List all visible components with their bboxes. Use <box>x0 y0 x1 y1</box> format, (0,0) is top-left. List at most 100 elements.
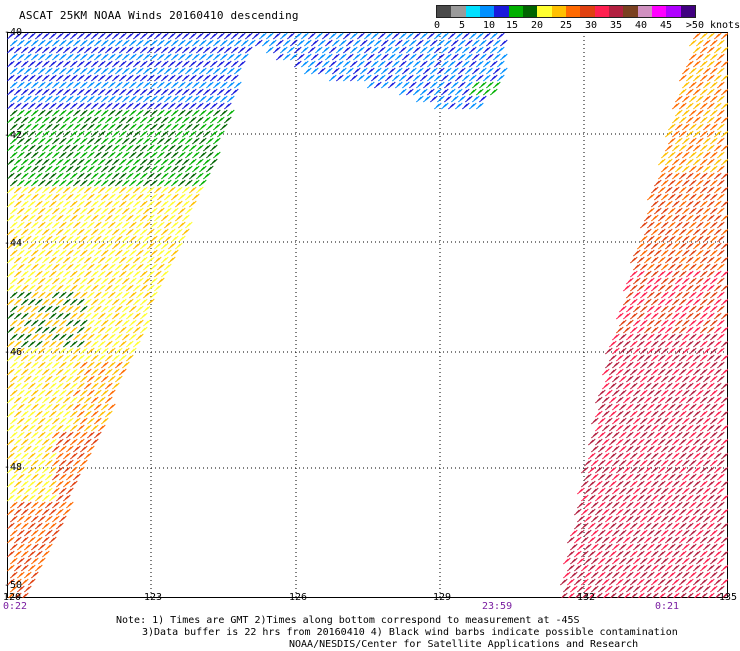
wind-barb <box>23 431 32 439</box>
wind-barb <box>674 179 683 187</box>
wind-barb <box>62 508 71 516</box>
wind-barb <box>695 529 704 537</box>
wind-barb <box>27 438 36 446</box>
wind-barb <box>58 319 67 327</box>
wind-barb <box>664 228 673 236</box>
wind-barb <box>720 494 728 502</box>
wind-barb <box>48 298 57 306</box>
wind-barb <box>286 46 295 54</box>
wind-barb <box>629 368 638 376</box>
wind-barb <box>706 536 715 544</box>
wind-barb <box>702 487 711 495</box>
wind-barb <box>664 298 673 306</box>
wind-barb <box>636 340 645 348</box>
wind-barb <box>716 347 725 355</box>
wind-barb <box>643 452 652 460</box>
color-swatch <box>551 6 566 17</box>
wind-barb <box>629 508 638 516</box>
wind-barb <box>142 193 151 201</box>
wind-barb <box>454 88 463 96</box>
wind-barb <box>594 494 603 502</box>
wind-barb <box>107 291 116 299</box>
wind-barb <box>688 473 697 481</box>
wind-barb <box>205 81 214 89</box>
wind-barb <box>426 74 435 82</box>
wind-barb <box>573 578 582 586</box>
wind-barb <box>72 137 81 145</box>
wind-barb <box>55 158 64 166</box>
wind-barb <box>377 46 386 54</box>
wind-barb <box>667 375 676 383</box>
wind-barb <box>212 67 221 75</box>
wind-barb <box>55 452 64 460</box>
wind-barb <box>303 67 312 75</box>
wind-barb <box>664 368 673 376</box>
wind-barb <box>34 270 43 278</box>
wind-barb <box>55 144 64 152</box>
wind-barb <box>587 550 596 558</box>
wind-barb <box>674 221 683 229</box>
wind-barb <box>41 438 50 446</box>
wind-barb <box>693 592 701 598</box>
wind-barb <box>27 298 36 306</box>
wind-barb <box>37 375 46 383</box>
wind-barb <box>657 466 666 474</box>
wind-barb <box>695 515 704 523</box>
wind-barb <box>149 53 158 61</box>
wind-barb <box>646 557 655 565</box>
wind-barb <box>34 214 43 222</box>
wind-barb <box>632 263 641 271</box>
wind-barb <box>97 340 106 348</box>
wind-barb <box>699 130 708 138</box>
wind-barb <box>55 396 64 404</box>
wind-barb <box>37 137 46 145</box>
wind-barb <box>401 67 410 75</box>
wind-barb <box>184 151 193 159</box>
wind-barb <box>688 39 697 47</box>
wind-barb <box>20 88 29 96</box>
wind-barb <box>706 298 715 306</box>
wind-barb <box>114 151 123 159</box>
wind-barb <box>41 130 50 138</box>
wind-barb <box>72 473 81 481</box>
wind-barb <box>622 284 631 292</box>
wind-barb <box>16 137 25 145</box>
wind-barb <box>720 74 728 82</box>
wind-barb <box>671 396 680 404</box>
wind-barb <box>657 396 666 404</box>
wind-barb <box>107 207 116 215</box>
wind-barb <box>695 487 704 495</box>
wind-barb <box>41 536 50 544</box>
wind-barb <box>13 564 22 572</box>
wind-barb <box>65 39 74 47</box>
wind-barb <box>69 186 78 194</box>
wind-barb <box>104 130 113 138</box>
wind-barb <box>51 165 60 173</box>
wind-barb <box>44 137 53 145</box>
wind-barb <box>142 319 151 327</box>
wind-barb <box>580 536 589 544</box>
wind-barb <box>69 270 78 278</box>
wind-barb <box>139 46 148 54</box>
wind-barb <box>20 452 29 460</box>
wind-barb <box>69 200 78 208</box>
wind-barb <box>76 46 85 54</box>
wind-barb <box>674 123 683 131</box>
wind-barb <box>9 109 18 117</box>
wind-barb <box>30 193 39 201</box>
wind-barb <box>587 466 596 474</box>
wind-barb <box>86 95 95 103</box>
wind-barb <box>685 144 694 152</box>
wind-barb <box>240 53 249 61</box>
wind-barb <box>660 235 669 243</box>
wind-barb <box>618 515 627 523</box>
wind-barb <box>716 235 725 243</box>
wind-barb <box>331 67 340 75</box>
wind-barb <box>629 578 638 586</box>
wind-barb <box>20 382 29 390</box>
wind-barb <box>709 165 718 173</box>
wind-barb <box>587 438 596 446</box>
wind-barb <box>667 151 676 159</box>
wind-barb <box>328 32 337 40</box>
scale-label: 25 <box>559 20 573 31</box>
